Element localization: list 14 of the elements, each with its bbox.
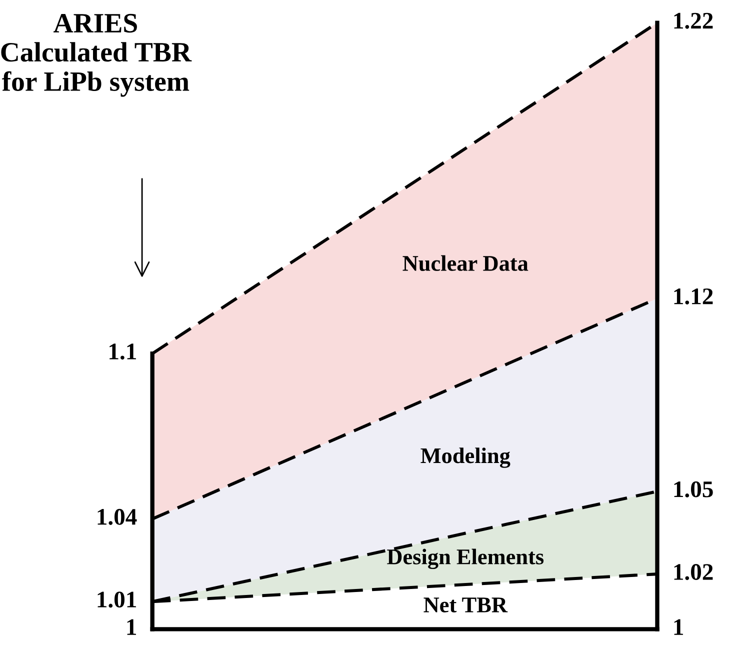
data-label: 1.12 bbox=[674, 288, 713, 304]
series-label: Nuclear Data bbox=[402, 255, 528, 271]
data-label: 1.05 bbox=[674, 481, 713, 498]
series-label: Net TBR bbox=[424, 598, 508, 612]
series-label: Modeling bbox=[420, 448, 510, 468]
data-label: 1.02 bbox=[674, 564, 713, 580]
data-label: 1.01 bbox=[98, 592, 136, 608]
text: ARIES Calculated TBR for LiPb system bbox=[1, 14, 192, 97]
series-label: Design Elements bbox=[387, 548, 544, 570]
data-label: 1.1 bbox=[110, 344, 136, 360]
data-label: 1.04 bbox=[98, 508, 137, 525]
annotation: 1 bbox=[674, 619, 683, 635]
annotation: 1 bbox=[127, 619, 136, 635]
data-label: 1.22 bbox=[674, 12, 713, 29]
